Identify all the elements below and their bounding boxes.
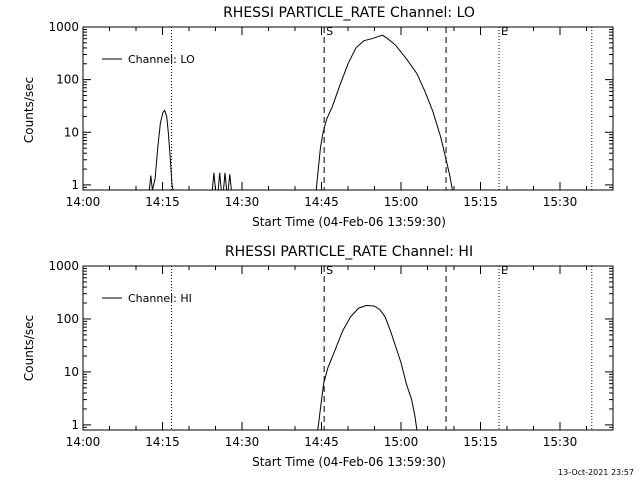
x-tick-label: 14:15 bbox=[145, 435, 180, 449]
chart-title: RHESSI PARTICLE_RATE Channel: HI bbox=[225, 244, 473, 260]
time-marker-label: E bbox=[501, 25, 508, 38]
x-tick-label: 14:00 bbox=[66, 435, 101, 449]
series-line bbox=[317, 304, 418, 430]
x-tick-label: 15:15 bbox=[463, 435, 498, 449]
x-tick-label: 14:30 bbox=[225, 195, 260, 209]
x-tick-label: 15:15 bbox=[463, 195, 498, 209]
legend-label: Channel: HI bbox=[128, 292, 192, 305]
hi-channel-panel: RHESSI PARTICLE_RATE Channel: HI Counts/… bbox=[22, 244, 614, 469]
x-tick-label: 14:30 bbox=[225, 435, 260, 449]
footer-timestamp: 13-Oct-2021 23:57 bbox=[558, 468, 634, 477]
plot-frame bbox=[82, 265, 614, 431]
x-axis-label: Start Time (04-Feb-06 13:59:30) bbox=[252, 455, 446, 469]
x-tick-label: 14:45 bbox=[304, 435, 339, 449]
x-tick-label: 15:30 bbox=[543, 195, 578, 209]
time-marker-label: S bbox=[326, 25, 333, 38]
chart-title: RHESSI PARTICLE_RATE Channel: LO bbox=[223, 5, 475, 21]
y-tick-label: 100 bbox=[56, 312, 79, 326]
y-tick-label: 100 bbox=[56, 73, 79, 87]
x-tick-label: 14:15 bbox=[145, 195, 180, 209]
x-tick-label: 15:00 bbox=[384, 435, 419, 449]
y-tick-label: 1 bbox=[71, 178, 79, 192]
series-line bbox=[148, 34, 453, 190]
y-tick-label: 1000 bbox=[48, 259, 79, 273]
y-tick-label: 10 bbox=[64, 365, 79, 379]
y-axis-label: Counts/sec bbox=[22, 315, 36, 381]
time-marker-label: E bbox=[501, 264, 508, 277]
x-tick-label: 15:00 bbox=[384, 195, 419, 209]
x-tick-label: 15:30 bbox=[543, 435, 578, 449]
y-axis-label: Counts/sec bbox=[22, 77, 36, 143]
x-tick-label: 14:00 bbox=[66, 195, 101, 209]
x-tick-label: 14:45 bbox=[304, 195, 339, 209]
y-tick-label: 10 bbox=[64, 125, 79, 139]
x-axis-label: Start Time (04-Feb-06 13:59:30) bbox=[252, 215, 446, 229]
y-tick-label: 1000 bbox=[48, 20, 79, 34]
plot-frame bbox=[82, 26, 614, 191]
y-tick-label: 1 bbox=[71, 418, 79, 432]
legend-label: Channel: LO bbox=[128, 53, 195, 66]
time-marker-label: S bbox=[326, 264, 333, 277]
lo-channel-panel: RHESSI PARTICLE_RATE Channel: LO Counts/… bbox=[22, 5, 614, 229]
